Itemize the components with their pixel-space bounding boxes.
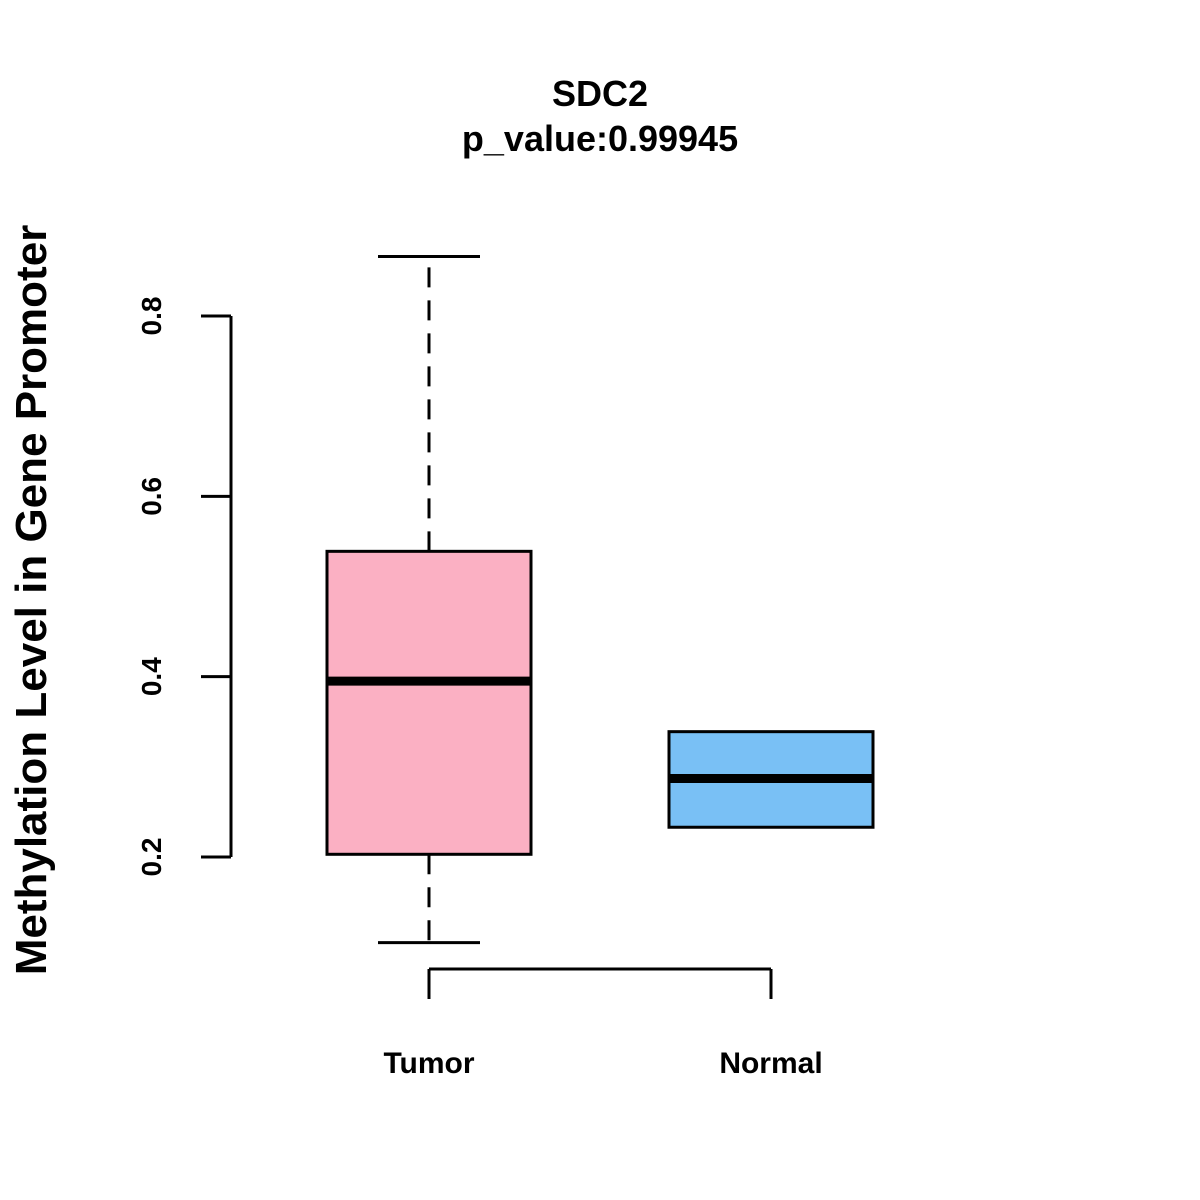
x-axis: Tumor Normal <box>383 967 823 1080</box>
box-body <box>325 549 533 856</box>
y-tick-label: 0.2 <box>136 838 167 877</box>
y-tick-label: 0.4 <box>136 657 167 696</box>
y-axis: 0.2 0.4 0.6 0.8 <box>136 297 233 877</box>
x-category-label: Tumor <box>383 1047 474 1080</box>
x-category-label: Normal <box>719 1047 822 1080</box>
y-tick-label: 0.8 <box>136 297 167 336</box>
chart-title: SDC2 <box>552 73 648 114</box>
chart-subtitle: p_value:0.99945 <box>462 118 738 159</box>
x-ticks: Tumor Normal <box>383 969 823 1080</box>
y-tick-label: 0.6 <box>136 477 167 516</box>
box-tumor <box>325 254 533 945</box>
box-normal <box>667 730 875 829</box>
y-ticks: 0.2 0.4 0.6 0.8 <box>136 297 231 877</box>
y-axis-label: Methylation Level in Gene Promoter <box>7 225 56 976</box>
boxes <box>325 254 875 945</box>
